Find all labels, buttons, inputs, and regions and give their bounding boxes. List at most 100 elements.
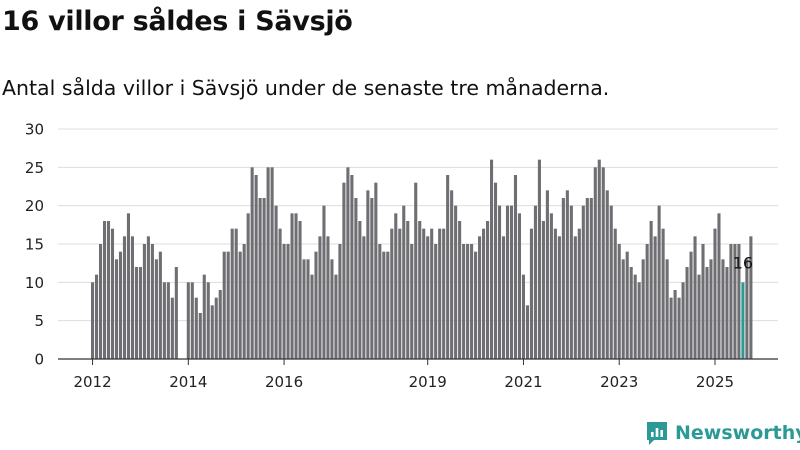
bar [142,244,146,359]
bar [170,297,174,359]
bar [665,259,669,359]
y-tick-label: 30 [25,121,44,139]
bar [645,244,649,359]
bar [685,267,689,359]
bar [314,251,318,359]
bar [378,244,382,359]
bar [278,228,282,359]
bar [91,282,95,359]
bar [366,190,370,359]
bar [186,282,190,359]
bar [274,205,278,359]
y-tick-label: 25 [25,159,44,177]
bar [130,236,134,359]
bar [214,297,218,359]
bar [358,221,362,359]
bar [218,290,222,359]
bar [593,167,597,359]
bar [418,221,422,359]
bar [110,228,115,359]
bar [585,198,589,359]
bar [677,297,681,359]
bar [482,228,486,359]
bar [210,305,214,359]
bar [122,236,127,359]
bar [601,167,605,359]
brand-name: Newsworthy [675,422,800,444]
bar [501,236,506,359]
bar [705,267,709,359]
bar [398,228,402,359]
bar [238,251,242,359]
bar [621,259,625,359]
bar [462,244,466,359]
bar [118,251,123,359]
bar [230,228,234,359]
bar [549,213,553,359]
bar [725,267,729,359]
bar [749,236,753,359]
x-tick-label: 2021 [504,373,542,391]
bar [134,267,138,359]
bar [350,175,354,359]
bar [697,274,701,359]
bar [637,282,641,359]
bar [162,282,166,359]
bar [597,159,601,359]
highlight-value-label: 16 [733,253,753,272]
bar [262,198,266,359]
bar [426,236,430,359]
bar [709,259,713,359]
bar [258,198,262,359]
bar [661,228,665,359]
bar [98,244,103,359]
chart-subtitle: Antal sålda villor i Sävsjö under de sen… [2,76,610,100]
bar [629,267,633,359]
y-tick-label: 15 [25,236,44,254]
bar [561,198,565,359]
bar [721,259,725,359]
bar [222,251,226,359]
bar [338,244,342,359]
bar [505,205,510,359]
bar [569,205,573,359]
bar [266,167,270,359]
bar [454,205,458,359]
bar [521,274,526,359]
bar [154,259,158,359]
bar [234,228,238,359]
x-tick-label: 2023 [600,373,638,391]
bar [529,228,533,359]
bar [681,282,685,359]
bar [633,274,637,359]
bar [206,282,210,359]
bar [150,244,154,359]
bar [442,228,446,359]
bar [605,190,609,359]
bar [242,244,246,359]
bar [458,221,462,359]
bar [422,228,426,359]
x-tick-label: 2016 [265,373,303,391]
highlight-bar [741,282,745,359]
bar [158,251,162,359]
bar [342,182,346,359]
bar [653,236,657,359]
bar [478,236,482,359]
bar [497,205,502,359]
bar [545,190,549,359]
bar [657,205,661,359]
bar [470,244,474,359]
bar [318,236,322,359]
bar [198,313,202,359]
bar [190,282,194,359]
bar [298,221,302,359]
bar [701,244,705,359]
bar [202,274,206,359]
bar [617,244,621,359]
bar [493,182,498,359]
bar [306,259,310,359]
bar [589,198,593,359]
bar [430,228,434,359]
